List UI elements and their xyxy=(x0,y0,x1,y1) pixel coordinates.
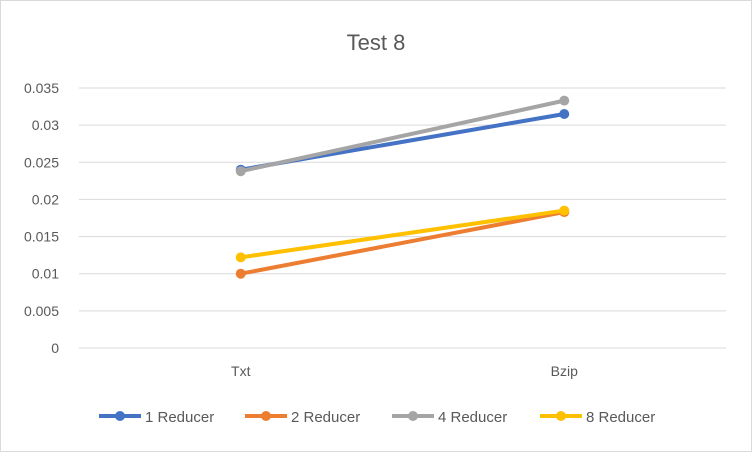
x-axis-ticks: Txt Bzip xyxy=(231,363,578,379)
series-4 xyxy=(235,205,570,263)
series-line xyxy=(238,98,567,174)
series-lines xyxy=(235,95,570,279)
legend-entry: 2 Reducer xyxy=(245,409,360,426)
data-point xyxy=(559,109,570,119)
legend-marker xyxy=(115,411,125,421)
legend-entry: 4 Reducer xyxy=(392,409,507,426)
data-point xyxy=(235,166,246,177)
series-line xyxy=(238,210,567,276)
y-tick-label: 0.015 xyxy=(24,229,59,245)
legend: 1 Reducer 2 Reducer 4 Reducer 8 Reducer xyxy=(99,409,655,426)
y-axis-ticks: 0 0.005 0.01 0.015 0.02 0.025 0.03 0.035 xyxy=(24,80,59,356)
y-tick-label: 0.03 xyxy=(32,117,59,133)
legend-marker xyxy=(408,411,418,421)
legend-label: 1 Reducer xyxy=(145,409,214,426)
y-tick-label: 0.02 xyxy=(32,191,59,207)
legend-label: 4 Reducer xyxy=(438,409,507,426)
legend-label: 2 Reducer xyxy=(291,409,360,426)
y-tick-label: 0.035 xyxy=(24,80,59,96)
series-3 xyxy=(235,95,570,177)
y-tick-label: 0.025 xyxy=(24,154,59,170)
x-tick-label: Bzip xyxy=(551,363,578,379)
data-point xyxy=(559,205,570,216)
legend-marker xyxy=(556,411,566,421)
series-line xyxy=(238,208,567,260)
series-1 xyxy=(235,109,570,175)
y-tick-label: 0 xyxy=(51,340,59,356)
legend-entry: 1 Reducer xyxy=(99,409,214,426)
legend-entry: 8 Reducer xyxy=(540,409,655,426)
chart-title: Test 8 xyxy=(347,30,406,55)
legend-label: 8 Reducer xyxy=(586,409,655,426)
y-tick-label: 0.01 xyxy=(32,266,59,282)
y-tick-label: 0.005 xyxy=(24,303,59,319)
data-point xyxy=(235,268,246,279)
data-point xyxy=(235,252,246,263)
legend-marker xyxy=(261,411,271,421)
gridlines xyxy=(79,87,726,349)
data-point xyxy=(559,95,570,106)
x-tick-label: Txt xyxy=(231,363,251,379)
